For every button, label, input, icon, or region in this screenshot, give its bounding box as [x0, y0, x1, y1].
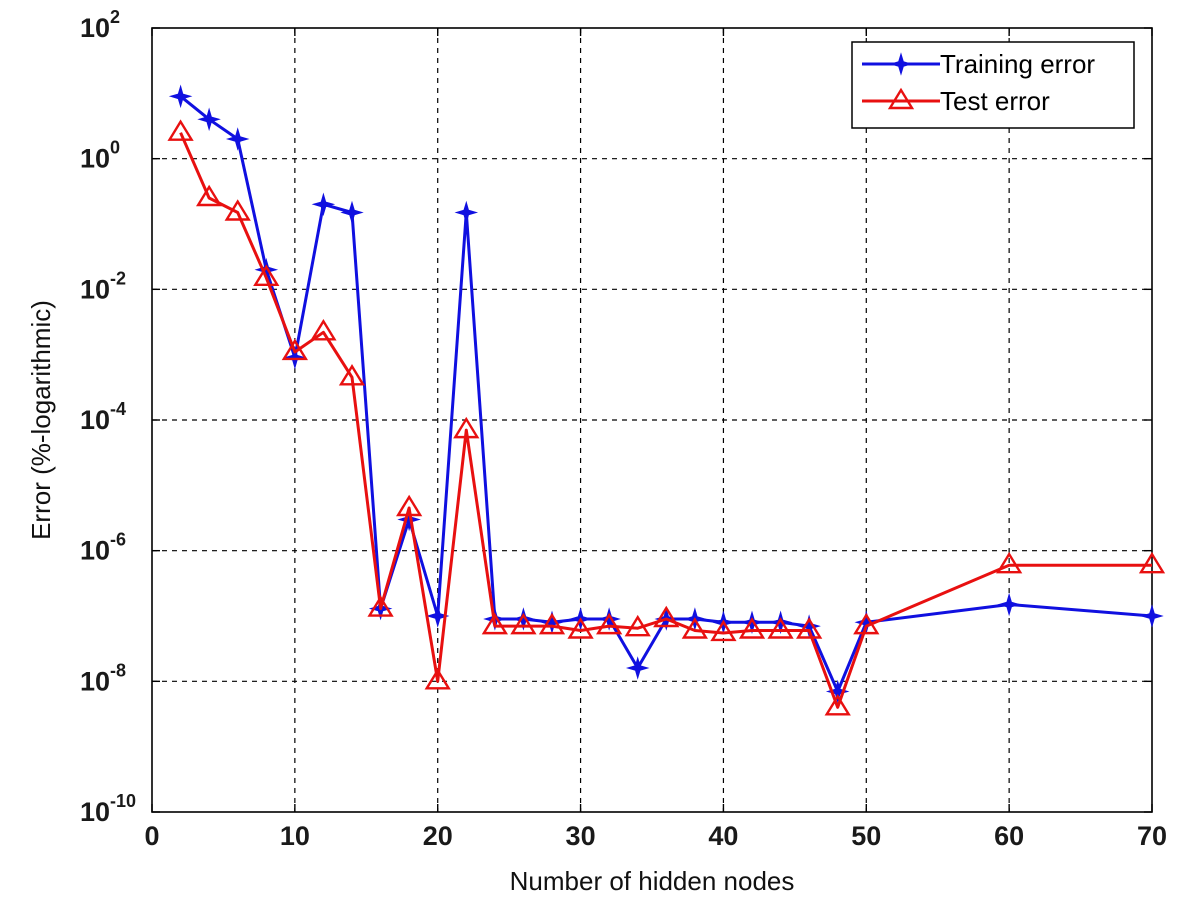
legend-label-training: Training error [940, 49, 1095, 79]
data-point-training-15 [597, 607, 621, 631]
data-point-training-26 [1140, 604, 1164, 628]
data-point-test-15 [596, 612, 623, 635]
y-tick-label-5: 100 [80, 138, 120, 174]
data-point-test-21 [767, 617, 794, 639]
data-point-test-10 [453, 416, 480, 439]
data-point-test-7 [367, 595, 394, 617]
legend-marker-test [887, 87, 915, 110]
data-point-test-26 [1138, 551, 1166, 574]
data-point-test-14 [567, 617, 594, 639]
data-point-test-16 [624, 614, 651, 637]
x-tick-label-6: 60 [994, 821, 1024, 851]
data-point-test-8 [396, 494, 423, 517]
data-point-test-2 [224, 199, 251, 221]
data-point-training-20 [740, 610, 764, 635]
data-point-training-5 [311, 192, 336, 217]
series-test-error [167, 119, 1166, 716]
data-point-test-12 [510, 612, 537, 635]
y-axis-title: Error (%-logarithmic) [26, 300, 56, 540]
y-tick-label-0: 10-10 [80, 791, 136, 827]
data-point-training-1 [197, 107, 221, 132]
x-tick-label-0: 0 [144, 821, 159, 851]
x-tick-label-7: 70 [1137, 821, 1167, 851]
data-point-training-0 [168, 84, 193, 109]
data-point-training-2 [225, 127, 250, 151]
data-point-training-10 [454, 200, 479, 225]
data-point-test-11 [481, 612, 508, 635]
axes [151, 27, 1153, 813]
x-tick-label-5: 50 [851, 821, 881, 851]
data-point-training-9 [425, 604, 450, 628]
data-point-test-0 [167, 119, 194, 141]
data-point-test-5 [310, 318, 337, 341]
x-tick-label-3: 30 [566, 821, 596, 851]
data-point-training-16 [625, 656, 650, 680]
data-point-training-6 [340, 200, 364, 225]
x-tick-label-1: 10 [280, 821, 310, 851]
y-tick-label-6: 102 [80, 7, 120, 43]
y-tick-label-2: 10-6 [80, 530, 126, 566]
legend: Training error Test error [851, 41, 1135, 129]
data-point-test-17 [653, 605, 680, 628]
series-layer [167, 84, 1166, 716]
data-point-training-22 [797, 614, 821, 638]
y-tick-labels: 10-10 10-8 10-6 10-4 10-2 100 102 [80, 7, 136, 827]
data-point-test-20 [738, 617, 766, 639]
data-point-test-6 [338, 364, 366, 386]
y-tick-label-4: 10-2 [80, 268, 126, 304]
data-point-test-24 [853, 612, 880, 635]
data-point-training-25 [997, 592, 1021, 617]
data-point-test-13 [538, 612, 566, 635]
legend-marker-training [889, 52, 913, 76]
data-point-training-8 [397, 507, 421, 532]
series-line-1 [179, 132, 1152, 709]
data-point-test-18 [681, 617, 708, 639]
x-tick-labels: 0 10 20 30 40 50 60 70 [144, 821, 1167, 851]
data-point-test-1 [196, 184, 223, 207]
data-point-test-25 [996, 551, 1023, 574]
data-point-training-12 [511, 607, 536, 631]
data-point-test-4 [281, 338, 308, 361]
x-axis-title: Number of hidden nodes [510, 866, 795, 896]
data-point-test-3 [253, 264, 280, 287]
legend-label-test: Test error [940, 86, 1050, 116]
legend-box [851, 41, 1135, 129]
x-tick-label-2: 20 [423, 821, 453, 851]
legend-star-icon [889, 52, 913, 76]
y-tick-label-1: 10-8 [80, 660, 126, 696]
data-point-test-9 [424, 668, 451, 690]
data-point-test-23 [824, 694, 851, 716]
x-tick-label-4: 40 [708, 821, 738, 851]
data-point-test-19 [710, 619, 737, 642]
grid-lines [152, 28, 1152, 812]
y-tick-label-3: 10-4 [80, 399, 126, 435]
data-point-training-4 [283, 345, 307, 370]
legend-triangle-icon [887, 87, 915, 110]
data-point-training-21 [768, 610, 793, 635]
data-point-test-22 [796, 617, 823, 639]
